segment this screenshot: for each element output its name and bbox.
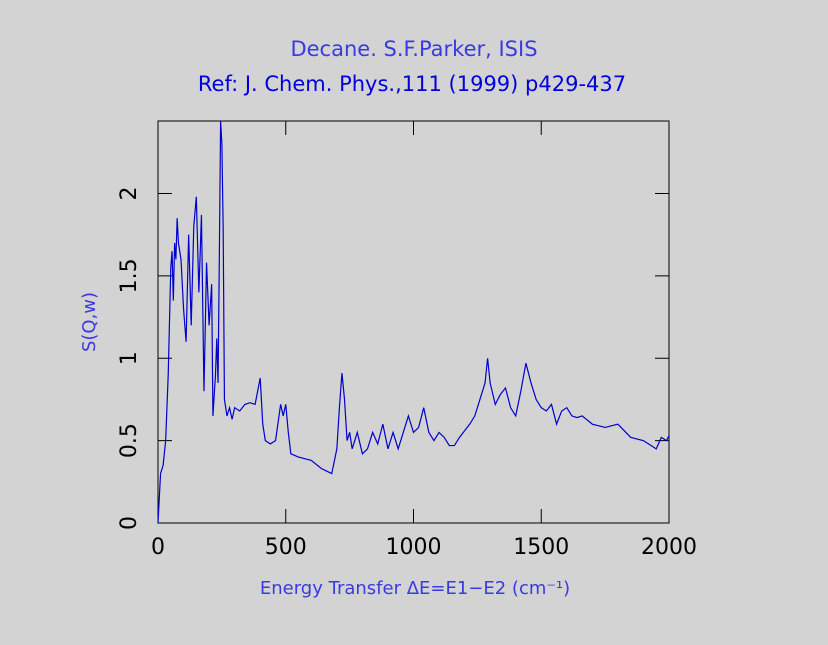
y-tick-label: 1 (117, 351, 142, 365)
y-tick-label: 1.5 (117, 258, 142, 293)
x-tick-label: 0 (151, 535, 165, 560)
chart-subtitle: Ref: J. Chem. Phys.,111 (1999) p429-437 (198, 72, 626, 96)
y-tick-label: 0.5 (117, 423, 142, 458)
x-tick-label: 1500 (513, 535, 569, 560)
x-tick-label: 500 (265, 535, 307, 560)
data-line (157, 120, 670, 524)
y-tick-label: 2 (117, 186, 142, 200)
x-tick-label: 2000 (641, 535, 697, 560)
x-tick-label: 1000 (386, 535, 442, 560)
plot-frame (157, 120, 670, 524)
y-tick-label: 0 (117, 516, 142, 530)
x-axis-label: Energy Transfer ΔE=E1−E2 (cm⁻¹) (260, 578, 570, 599)
y-axis-label: S(Q,w) (79, 292, 100, 352)
chart-title: Decane. S.F.Parker, ISIS (290, 37, 537, 61)
